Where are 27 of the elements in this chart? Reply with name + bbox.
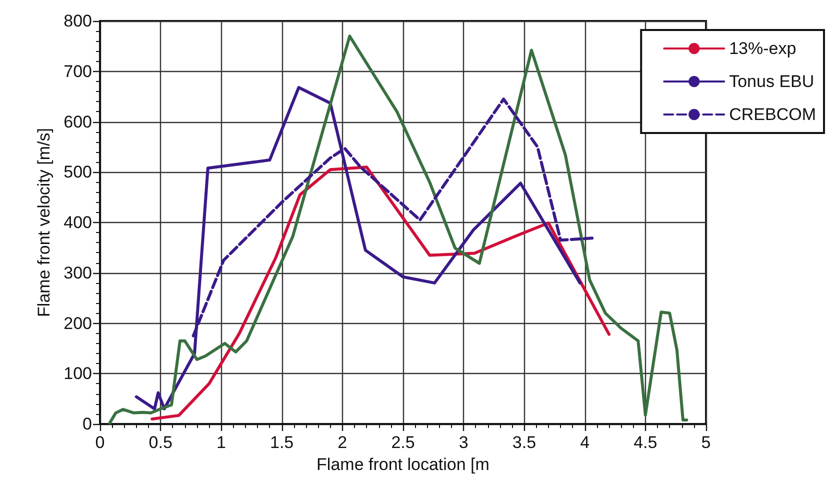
y-tick-label: 500	[64, 162, 92, 182]
x-tick-label: 1	[216, 433, 226, 452]
x-tick-label: 5	[701, 433, 711, 452]
line-series	[108, 34, 688, 424]
y-tick-label: 100	[64, 364, 92, 384]
x-tick-label: 2.5	[391, 433, 415, 452]
y-tick-label: 300	[64, 263, 92, 282]
y-axis-title: Flame front velocity [m/s]	[34, 128, 54, 317]
x-tick-label: 2	[338, 433, 348, 452]
x-tick-label: 1.5	[270, 433, 294, 452]
y-tick-label: 800	[64, 12, 92, 30]
legend-label: CREBCOM	[729, 105, 816, 124]
x-tick-label: 3.5	[512, 433, 536, 452]
line-series	[150, 166, 611, 420]
x-tick-label: 4.5	[634, 433, 658, 452]
y-tick-label: 700	[64, 62, 92, 81]
y-tick-label: 600	[64, 112, 92, 132]
legend-label: Tonus EBU	[729, 72, 814, 91]
x-tick-label: 3	[458, 433, 468, 452]
y-tick-label: 400	[64, 213, 92, 232]
y-tick-label: 200	[64, 314, 92, 333]
y-tick-label: 0	[82, 414, 92, 434]
x-axis-title: Flame front location [m	[316, 454, 490, 474]
x-tick-label: 4	[580, 433, 590, 452]
x-tick-label: 0.5	[148, 433, 172, 452]
legend-label: 13%-exp	[729, 39, 796, 58]
x-tick-label: 0	[95, 433, 105, 452]
